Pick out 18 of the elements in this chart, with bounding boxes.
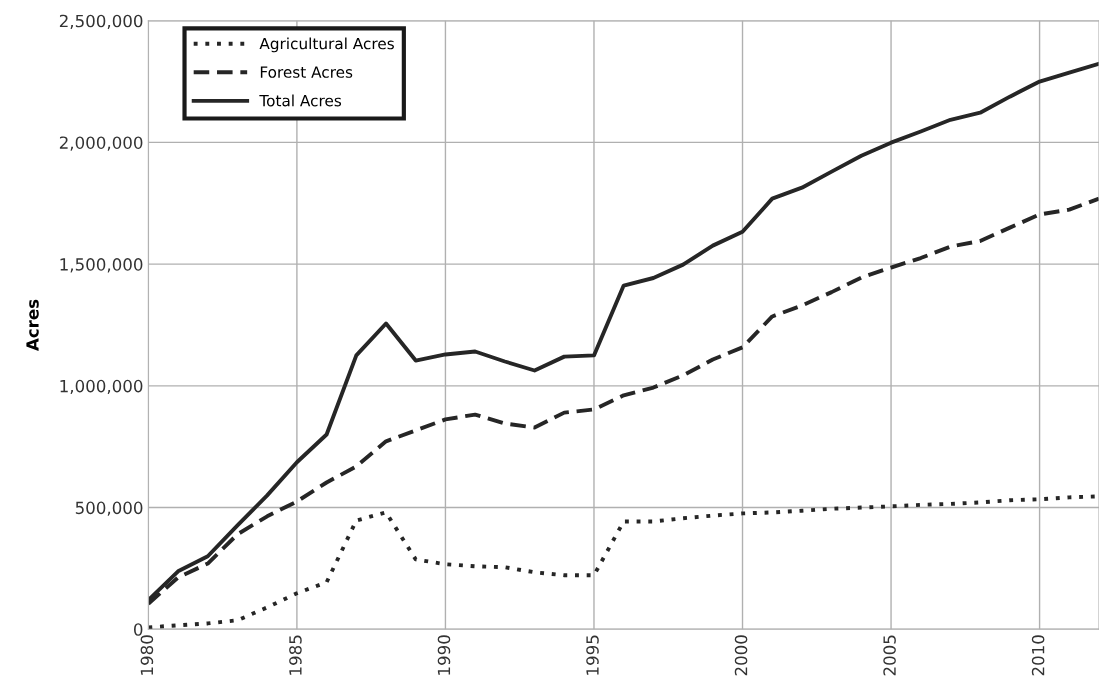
x-tick-label: 2000: [734, 635, 748, 676]
y-tick-label: 1,000,000: [60, 379, 143, 395]
x-tick-label: 1985: [289, 635, 302, 675]
x-tick-label: 1980: [140, 635, 154, 675]
y-tick-label: 500,000: [75, 501, 143, 516]
y-tick-label: 2,000,000: [59, 136, 143, 151]
x-tick-label: 2005: [883, 635, 896, 676]
legend-label: Total Acres: [259, 94, 342, 107]
legend-label: Forest Acres: [260, 66, 353, 78]
legend-label: Agricultural Acres: [259, 37, 394, 53]
x-tick-label: 1990: [437, 635, 451, 675]
y-tick-label: 0: [134, 623, 143, 636]
y-tick-label: 2,500,000: [59, 14, 143, 29]
x-tick-label: 2010: [1031, 635, 1045, 676]
line-series: [148, 61, 1099, 603]
x-tick-label: 1995: [586, 635, 599, 675]
y-tick-label: 1,500,000: [60, 258, 143, 273]
y-axis-title: Acres: [26, 299, 39, 352]
